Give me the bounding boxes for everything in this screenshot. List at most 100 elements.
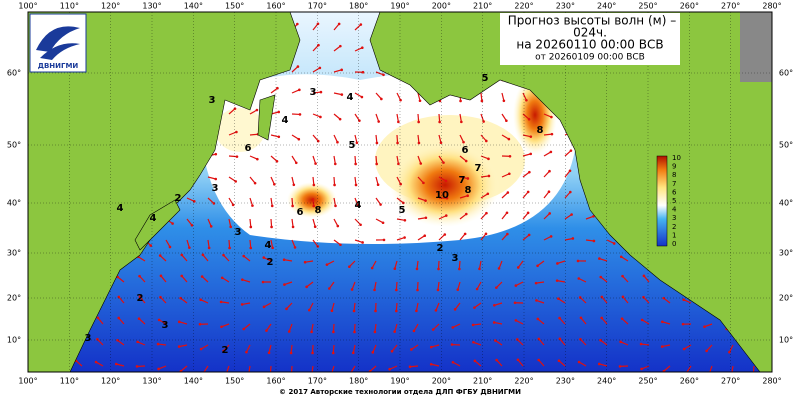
- arrow-head: [568, 169, 572, 173]
- arrow-head: [662, 296, 665, 300]
- arrow-head: [527, 117, 531, 121]
- wind-arrow: [543, 212, 551, 220]
- arrow-head: [577, 360, 581, 364]
- arrow-head: [234, 180, 238, 183]
- wind-arrow: [620, 256, 629, 262]
- wind-arrow: [643, 275, 650, 283]
- arrow-head: [212, 202, 216, 205]
- arrow-head: [403, 236, 406, 239]
- arrow-head: [506, 232, 509, 236]
- wind-arrow: [331, 302, 335, 311]
- arrow-head: [313, 225, 317, 228]
- wind-arrow: [305, 260, 314, 263]
- wind-arrow: [97, 317, 104, 325]
- wind-arrow: [417, 92, 421, 101]
- wind-arrow: [288, 323, 293, 332]
- wind-arrow: [522, 92, 527, 101]
- arrow-head: [339, 243, 342, 247]
- wind-arrow: [396, 236, 405, 241]
- wind-arrow: [375, 71, 384, 76]
- wind-arrow: [354, 134, 358, 143]
- arrow-head: [390, 349, 394, 353]
- arrow-head: [228, 246, 231, 250]
- longitude-label: 230°: [556, 2, 575, 11]
- arrow-head: [403, 218, 407, 222]
- arrow-head: [429, 362, 433, 366]
- arrow-head: [536, 264, 539, 268]
- longitude-label: 260°: [680, 377, 699, 386]
- wind-arrow: [473, 341, 482, 346]
- arrow-head: [535, 299, 538, 302]
- longitude-label: 120°: [101, 377, 120, 386]
- arrow-head: [297, 137, 301, 141]
- arrow-head: [484, 232, 488, 236]
- contour-label: 3: [310, 87, 317, 98]
- arrow-head: [495, 358, 498, 362]
- arrow-head: [618, 365, 622, 368]
- arrow-head: [251, 204, 254, 207]
- arrow-head: [570, 213, 573, 216]
- arrow-head: [178, 320, 181, 324]
- wind-arrow: [207, 197, 215, 204]
- arrow-head: [270, 204, 274, 208]
- wind-arrow: [474, 360, 482, 367]
- arrow-head: [434, 309, 438, 312]
- wind-arrow: [333, 239, 341, 246]
- arrow-head: [117, 295, 121, 299]
- longitude-label: 170°: [308, 377, 327, 386]
- arrow-head: [188, 246, 191, 249]
- arrow-head: [319, 115, 322, 119]
- wind-arrow: [375, 218, 384, 224]
- arrow-head: [598, 257, 601, 260]
- arrow-head: [550, 132, 554, 136]
- arrow-head: [513, 301, 517, 305]
- wind-arrow: [438, 215, 447, 220]
- arrow-head: [514, 319, 518, 322]
- arrow-head: [277, 110, 281, 114]
- wind-arrow: [452, 323, 461, 328]
- wind-arrow: [501, 192, 509, 199]
- arrow-head: [318, 66, 322, 70]
- arrow-head: [431, 328, 435, 331]
- wind-arrow: [501, 173, 510, 178]
- wind-arrow: [522, 134, 531, 138]
- wind-arrow: [270, 176, 275, 185]
- wind-arrow: [537, 260, 545, 267]
- contour-label: 6: [462, 145, 469, 156]
- arrow-head: [463, 232, 467, 236]
- arrow-head: [558, 316, 561, 320]
- wind-arrow: [328, 281, 335, 289]
- wind-arrow: [117, 276, 125, 283]
- land-asia: [28, 12, 301, 372]
- wind-arrow: [683, 344, 692, 350]
- arrow-head: [276, 86, 279, 90]
- longitude-label: 200°: [432, 2, 451, 11]
- wind-arrow: [396, 218, 405, 221]
- arrow-head: [253, 181, 257, 185]
- contour-label: 10: [435, 190, 449, 201]
- wind-arrow: [332, 344, 335, 354]
- arrow-head: [240, 303, 244, 306]
- wind-arrow: [641, 365, 650, 370]
- arrow-head: [395, 288, 398, 292]
- wind-arrow: [333, 113, 341, 120]
- wind-arrow: [557, 298, 566, 304]
- wind-arrow: [270, 239, 274, 248]
- wind-arrow: [333, 197, 337, 206]
- arrow-head: [537, 358, 541, 362]
- wind-arrow: [543, 191, 550, 199]
- wind-arrow: [375, 113, 380, 122]
- arrow-head: [156, 342, 160, 346]
- arrow-head: [316, 22, 320, 26]
- wind-arrow: [270, 197, 273, 206]
- arrow-head: [599, 275, 603, 279]
- wind-arrow: [438, 113, 441, 123]
- arrow-head: [294, 161, 298, 165]
- arrow-head: [556, 262, 559, 265]
- wind-arrow: [600, 339, 608, 346]
- longitude-label: 130°: [142, 2, 161, 11]
- arrow-head: [256, 157, 259, 161]
